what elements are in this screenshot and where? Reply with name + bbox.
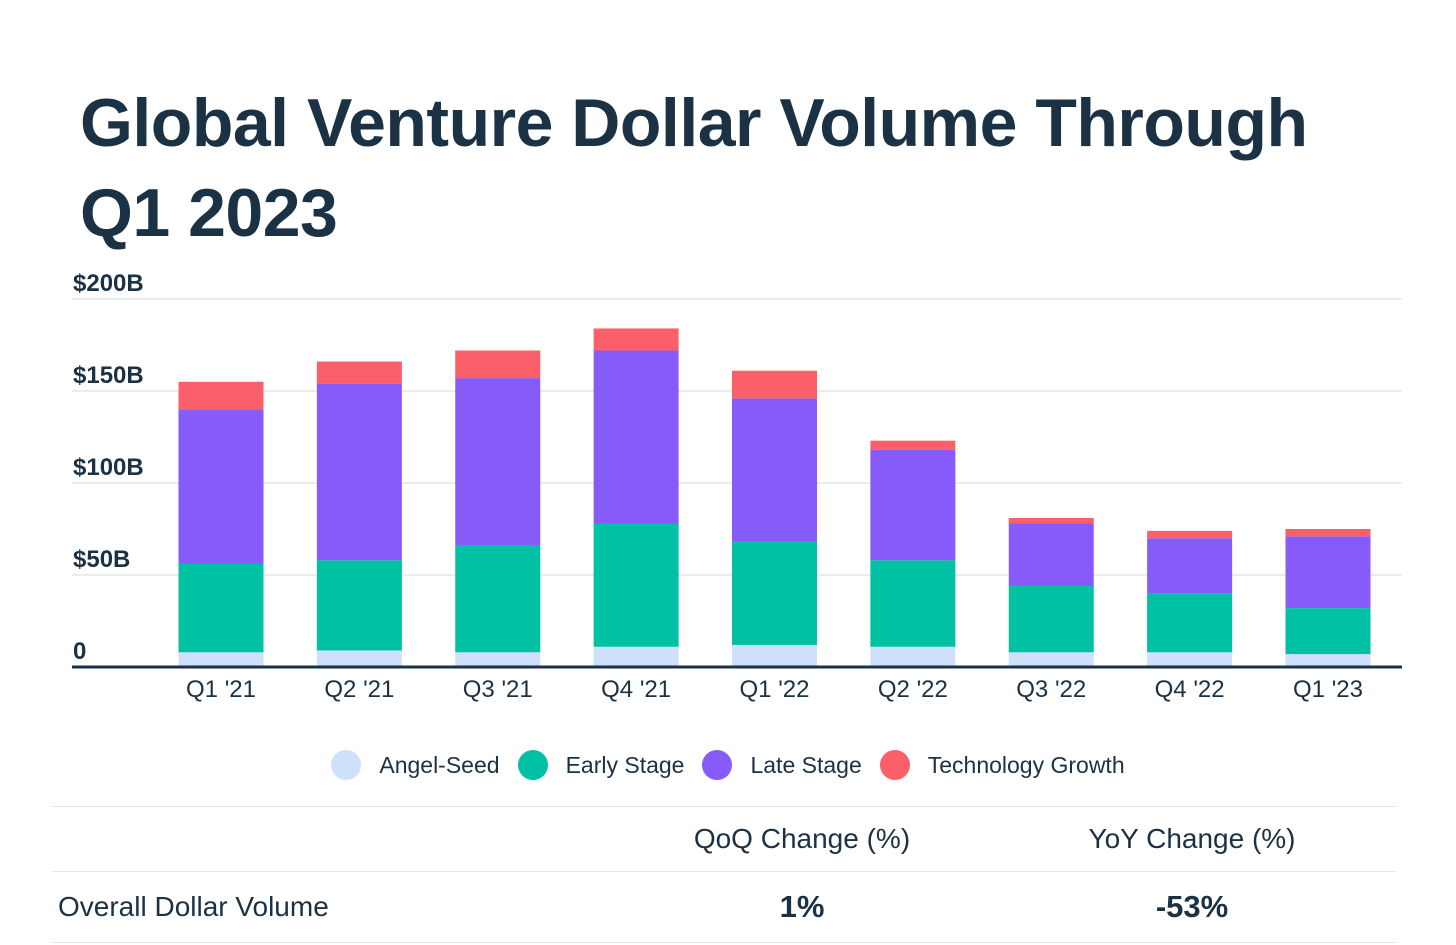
- y-tick-label: $50B: [73, 546, 130, 573]
- chart-legend: Angel-Seed Early Stage Late Stage Techno…: [0, 750, 1456, 780]
- x-tick-label: Q1 '21: [186, 676, 256, 703]
- bar-segment-late-stage: [178, 409, 264, 564]
- x-tick-label: Q1 '22: [740, 676, 810, 703]
- bar-segment-angel-seed: [1008, 652, 1094, 667]
- legend-item-late-stage: Late Stage: [702, 750, 862, 780]
- table-header-row: QoQ Change (%) YoY Change (%): [52, 806, 1396, 871]
- bar-segment-technology-growth: [1285, 529, 1371, 537]
- bar-segment-late-stage: [1285, 536, 1371, 609]
- bar-segment-early-stage: [1147, 593, 1233, 653]
- technology-growth-dot-icon: [879, 750, 910, 780]
- bar-segment-late-stage: [593, 350, 679, 524]
- bar-segment-technology-growth: [1147, 530, 1233, 539]
- y-tick-label: $200B: [73, 270, 144, 297]
- yoy-value: -53%: [1155, 889, 1229, 924]
- bar-segment-angel-seed: [593, 646, 679, 667]
- legend-item-technology-growth: Technology Growth: [879, 750, 1125, 780]
- bar-segment-technology-growth: [870, 440, 956, 450]
- table-header-qoq: QoQ Change (%): [693, 823, 911, 854]
- bar-segment-early-stage: [178, 563, 264, 653]
- bar-segment-technology-growth: [593, 328, 679, 351]
- y-tick-label: $100B: [73, 454, 144, 481]
- x-tick-label: Q2 '22: [878, 676, 948, 703]
- bar-segment-angel-seed: [870, 646, 956, 667]
- legend-label-early-stage: Early Stage: [565, 751, 685, 778]
- row-label: Overall Dollar Volume: [58, 891, 329, 922]
- change-table: QoQ Change (%) YoY Change (%) Overall Do…: [52, 806, 1396, 943]
- table-row: Overall Dollar Volume 1% -53%: [52, 871, 1396, 943]
- late-stage-dot-icon: [702, 750, 733, 780]
- bar-segment-technology-growth: [1008, 517, 1094, 524]
- bar-segment-technology-growth: [455, 350, 541, 379]
- y-tick-label: 0: [73, 638, 86, 665]
- chart-title: Global Venture Dollar Volume Through Q1 …: [80, 85, 1308, 251]
- legend-item-early-stage: Early Stage: [517, 750, 685, 780]
- bar-segment-technology-growth: [316, 361, 402, 384]
- bar-segment-early-stage: [870, 560, 956, 647]
- bar-segment-angel-seed: [1147, 652, 1233, 667]
- table-header-yoy: YoY Change (%): [1088, 823, 1296, 854]
- stacked-bar-chart: 0 $50B $100B $150B $200B Q1 '21 Q2 '21 Q3 '21 Q4…: [72, 270, 1402, 703]
- x-tick-label: Q4 '21: [601, 676, 671, 703]
- bar-segment-angel-seed: [178, 652, 264, 667]
- bar-segment-late-stage: [316, 383, 402, 561]
- legend-item-angel-seed: Angel-Seed: [331, 750, 500, 780]
- bar-segment-late-stage: [870, 449, 956, 561]
- x-tick-label: Q4 '22: [1155, 676, 1225, 703]
- legend-label-angel-seed: Angel-Seed: [379, 751, 500, 778]
- legend-label-technology-growth: Technology Growth: [927, 751, 1125, 778]
- bar-segment-early-stage: [732, 541, 817, 645]
- x-tick-label: Q2 '21: [324, 676, 394, 703]
- bar-segment-late-stage: [732, 398, 817, 542]
- x-tick-label: Q3 '21: [463, 676, 533, 703]
- bar-segment-angel-seed: [455, 652, 541, 667]
- bar-segment-technology-growth: [732, 370, 817, 399]
- bar-segment-late-stage: [455, 378, 541, 546]
- bar-segment-angel-seed: [732, 644, 817, 667]
- bar-segment-early-stage: [316, 560, 402, 651]
- qoq-value: 1%: [779, 889, 825, 924]
- x-tick-label: Q3 '22: [1016, 676, 1086, 703]
- x-tick-label: Q1 '23: [1293, 676, 1363, 703]
- y-tick-label: $150B: [73, 362, 144, 389]
- bar-segment-angel-seed: [1285, 654, 1371, 667]
- legend-label-late-stage: Late Stage: [750, 751, 862, 778]
- bar-segment-angel-seed: [316, 650, 402, 667]
- angel-seed-dot-icon: [331, 750, 362, 780]
- bar-segment-early-stage: [1285, 608, 1371, 655]
- bar-segment-technology-growth: [178, 381, 264, 410]
- bar-segment-late-stage: [1008, 523, 1094, 587]
- bar-segment-early-stage: [593, 523, 679, 647]
- bar-segment-early-stage: [455, 545, 541, 653]
- bar-segment-early-stage: [1008, 586, 1094, 653]
- bar-segment-late-stage: [1147, 538, 1233, 594]
- early-stage-dot-icon: [517, 750, 548, 780]
